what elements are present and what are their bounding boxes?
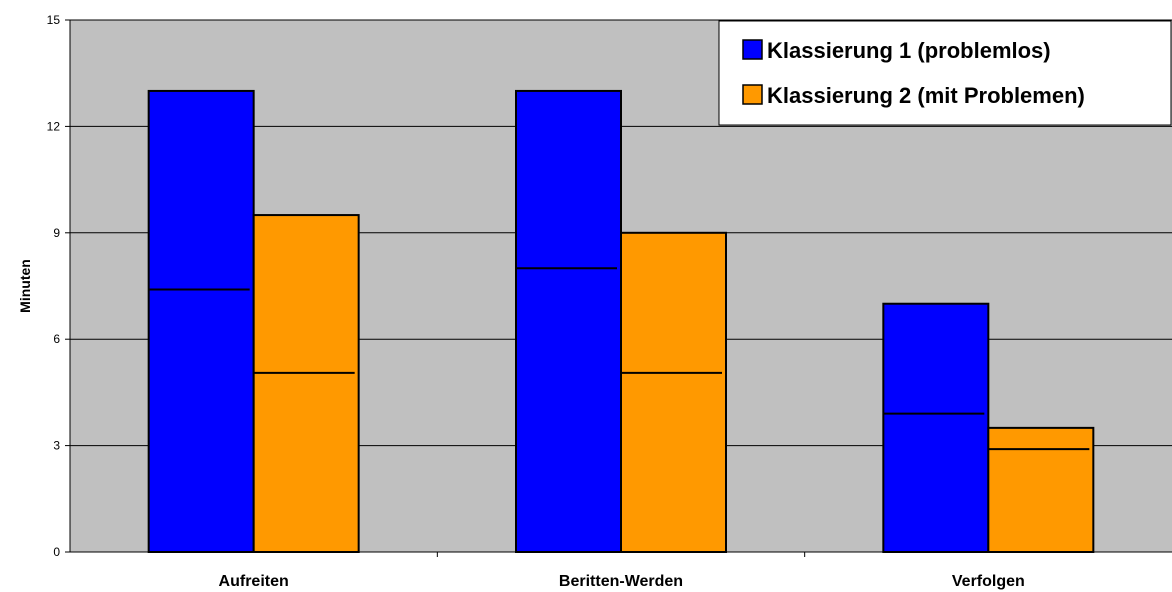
y-tick-label: 3 xyxy=(53,439,60,453)
y-tick-label: 9 xyxy=(53,226,60,240)
y-tick-label: 6 xyxy=(53,332,60,346)
legend-label: Klassierung 1 (problemlos) xyxy=(767,38,1051,63)
x-tick-label: Aufreiten xyxy=(219,573,289,590)
legend-box xyxy=(718,20,1172,126)
bar-2-aufreiten xyxy=(252,214,360,553)
bar-1-aufreiten xyxy=(147,89,255,554)
x-tick-label: Verfolgen xyxy=(952,573,1025,590)
legend-label: Klassierung 2 (mit Problemen) xyxy=(767,83,1085,108)
legend: Klassierung 1 (problemlos) Klassierung 2 … xyxy=(718,20,1172,126)
y-tick-label: 15 xyxy=(47,13,61,27)
legend-swatch xyxy=(742,39,763,60)
x-tick-label: Beritten-Werden xyxy=(559,573,683,590)
bar-1-beritten-werden xyxy=(515,89,622,554)
axes xyxy=(65,19,1172,557)
x-tick-labels: Aufreiten Beritten-Werden Verfolgen xyxy=(219,573,1025,590)
y-tick-labels: 0 3 6 9 12 15 xyxy=(47,13,61,559)
legend-swatch xyxy=(742,84,763,105)
y-tick-label: 12 xyxy=(47,119,61,133)
y-axis-title: Minuten xyxy=(17,259,33,313)
bar-2-verfolgen xyxy=(987,426,1095,553)
bar-2-beritten-werden xyxy=(620,231,727,554)
bar-1-verfolgen xyxy=(882,302,990,553)
y-tick-label: 0 xyxy=(53,545,60,559)
